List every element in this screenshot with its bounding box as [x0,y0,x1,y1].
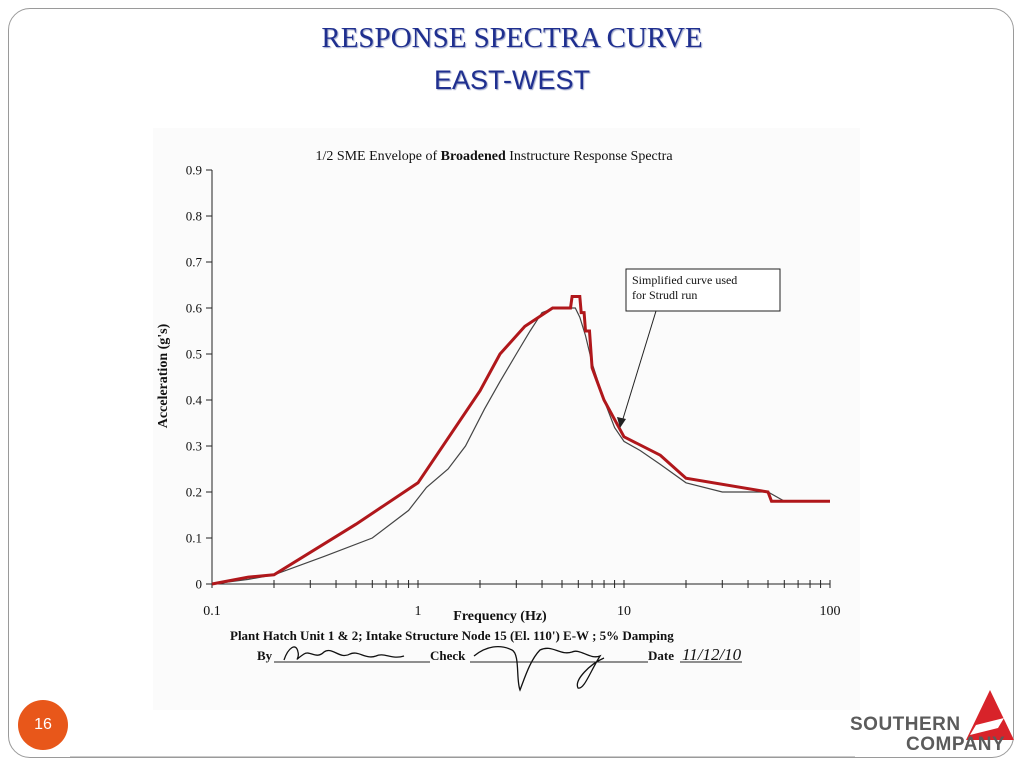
sign-by-signature [283,646,405,661]
chart-title: 1/2 SME Envelope of Broadened Instructur… [315,149,673,164]
y-tick-label: 0.1 [186,531,202,546]
y-tick-label: 0.5 [186,347,202,362]
sign-date-label: Date [648,648,674,663]
annotation-line-1: Simplified curve used [632,273,737,287]
chart-title-suffix: Instructure Response Spectra [506,149,674,164]
logo-text-southern: SOUTHERN [850,714,961,735]
slide-subtitle: EAST-WEST [433,65,590,95]
sign-by-label: By [257,648,273,663]
chart-scan-image [153,128,860,710]
y-tick-label: 0.8 [186,209,202,224]
annotation-box [625,268,781,312]
x-tick-label: 0.1 [203,604,221,619]
y-tick-label: 0 [196,577,203,592]
y-tick-label: 0.3 [186,439,202,454]
x-axis-label: Frequency (Hz) [453,609,547,624]
x-tick-label: 10 [617,604,631,619]
x-tick-label: 100 [820,604,841,619]
y-tick-label: 0.6 [186,301,203,316]
series-line-spectrum [211,307,830,585]
annotation-arrowhead [617,417,626,428]
annotation-arrow [621,310,657,423]
logo-text-company: COMPANY [906,734,1006,755]
y-tick-label: 0.9 [186,163,202,178]
logo-triangle-cut [970,718,1004,735]
sign-check-label: Check [430,648,466,663]
x-tick-label: 1 [415,604,422,619]
y-tick-label: 0.2 [186,485,202,500]
y-tick-label: 0.7 [186,255,203,270]
sign-check-signature [473,645,605,692]
chart-title-bold: Broadened [441,149,506,164]
slide-title: RESPONSE SPECTRA CURVE [321,22,703,54]
y-axis-ticks: 0 0.1 0.2 0.3 0.4 0.5 0.6 0.7 0.8 0.9 [186,163,212,592]
y-axis-label: Acceleration (g's) [156,323,171,428]
sign-date-value: 11/12/10 [682,645,742,664]
chart-caption: Plant Hatch Unit 1 & 2; Intake Structure… [230,628,674,643]
series-line-envelope [211,295,830,586]
annotation-line-2: for Strudl run [632,288,697,302]
y-tick-label: 0.4 [186,393,203,408]
page-number-badge: 16 [18,700,68,750]
chart-title-prefix: 1/2 SME Envelope of [315,149,440,164]
